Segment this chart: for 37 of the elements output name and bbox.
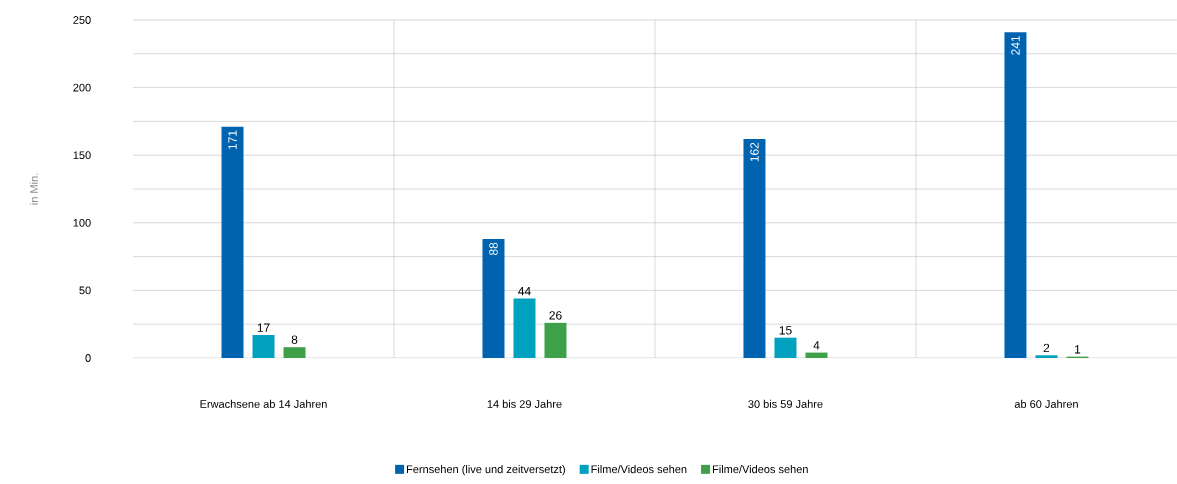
y-tick-label: 250: [73, 16, 91, 24]
legend-label: Fernsehen (live und zeitversetzt): [407, 465, 565, 476]
x-tick-label: 30 bis 59 Jahre: [748, 399, 823, 408]
x-tick-label: 14 bis 29 Jahre: [487, 399, 562, 408]
y-tick-label: 100: [73, 218, 91, 227]
data-label: 241: [1011, 35, 1020, 55]
bar: [252, 335, 275, 358]
y-tick-label: 0: [85, 354, 91, 362]
bar: [805, 352, 828, 358]
x-tick-label: Erwachsene ab 14 Jahren: [200, 399, 327, 408]
bar: [1004, 32, 1027, 358]
data-label: 15: [779, 326, 792, 335]
bar: [544, 322, 567, 358]
data-label: 1: [1075, 345, 1081, 354]
bar: [482, 239, 505, 358]
data-label: 88: [489, 242, 498, 256]
x-tick-label: ab 60 Jahren: [1014, 399, 1078, 408]
data-label: 4: [813, 341, 820, 350]
data-label: 2: [1043, 343, 1050, 353]
bar: [283, 347, 306, 358]
bar: [743, 138, 766, 358]
y-tick-label: 200: [73, 83, 91, 92]
data-label: 8: [291, 335, 298, 344]
bar: [221, 126, 244, 358]
y-tick-label: 50: [79, 286, 91, 295]
bar: [513, 298, 536, 358]
legend-label: Filme/Videos sehen: [591, 465, 687, 474]
data-label: 162: [750, 142, 759, 162]
bar: [1035, 355, 1058, 358]
data-label: 171: [228, 130, 237, 150]
y-tick-label: 150: [73, 151, 91, 160]
legend-label: Filme/Videos sehen: [712, 465, 808, 474]
data-label: 44: [518, 287, 531, 296]
bar: [774, 337, 797, 358]
y-axis-title: in Min.: [29, 173, 38, 205]
data-label: 26: [549, 311, 562, 320]
data-label: 17: [257, 323, 270, 332]
